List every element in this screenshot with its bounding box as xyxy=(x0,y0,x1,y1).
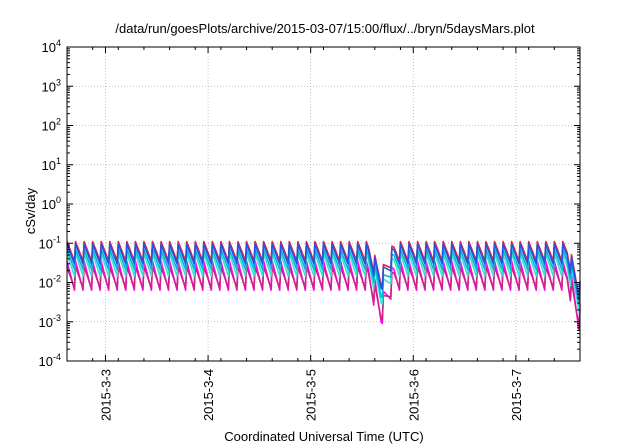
series-layer xyxy=(66,240,581,331)
y-axis: 10-4 10-3 10-2 10-1 100 101 102 103 104 xyxy=(39,38,580,369)
y-tick-label: 10-1 xyxy=(39,234,61,251)
plot-frame xyxy=(66,46,581,362)
y-tick-label: 10-3 xyxy=(39,313,61,330)
y-tick-label: 103 xyxy=(42,77,61,94)
x-axis-label: Coordinated Universal Time (UTC) xyxy=(224,429,423,444)
y-tick-label: 100 xyxy=(42,195,61,212)
chart-title: /data/run/goesPlots/archive/2015-03-07/1… xyxy=(115,21,535,36)
series-line-5 xyxy=(66,240,581,298)
series-line-2 xyxy=(66,266,581,328)
x-tick-label: 2015-3-7 xyxy=(509,369,524,421)
x-tick-label: 2015-3-5 xyxy=(304,369,319,421)
y-tick-label: 104 xyxy=(42,38,61,55)
y-tick-label: 102 xyxy=(42,117,61,134)
y-tick-label: 10-4 xyxy=(39,352,61,369)
x-tick-label: 2015-3-4 xyxy=(201,369,216,421)
series-line-6 xyxy=(66,243,581,301)
x-tick-label: 2015-3-6 xyxy=(406,369,421,421)
y-axis-label: cSv/day xyxy=(23,187,38,234)
x-tick-label: 2015-3-3 xyxy=(98,369,113,421)
grid xyxy=(67,47,580,361)
y-tick-label: 101 xyxy=(42,156,61,173)
y-tick-label: 10-2 xyxy=(39,274,61,291)
x-axis: 2015-3-3 2015-3-4 2015-3-5 2015-3-6 2015-3-7 xyxy=(66,47,581,421)
